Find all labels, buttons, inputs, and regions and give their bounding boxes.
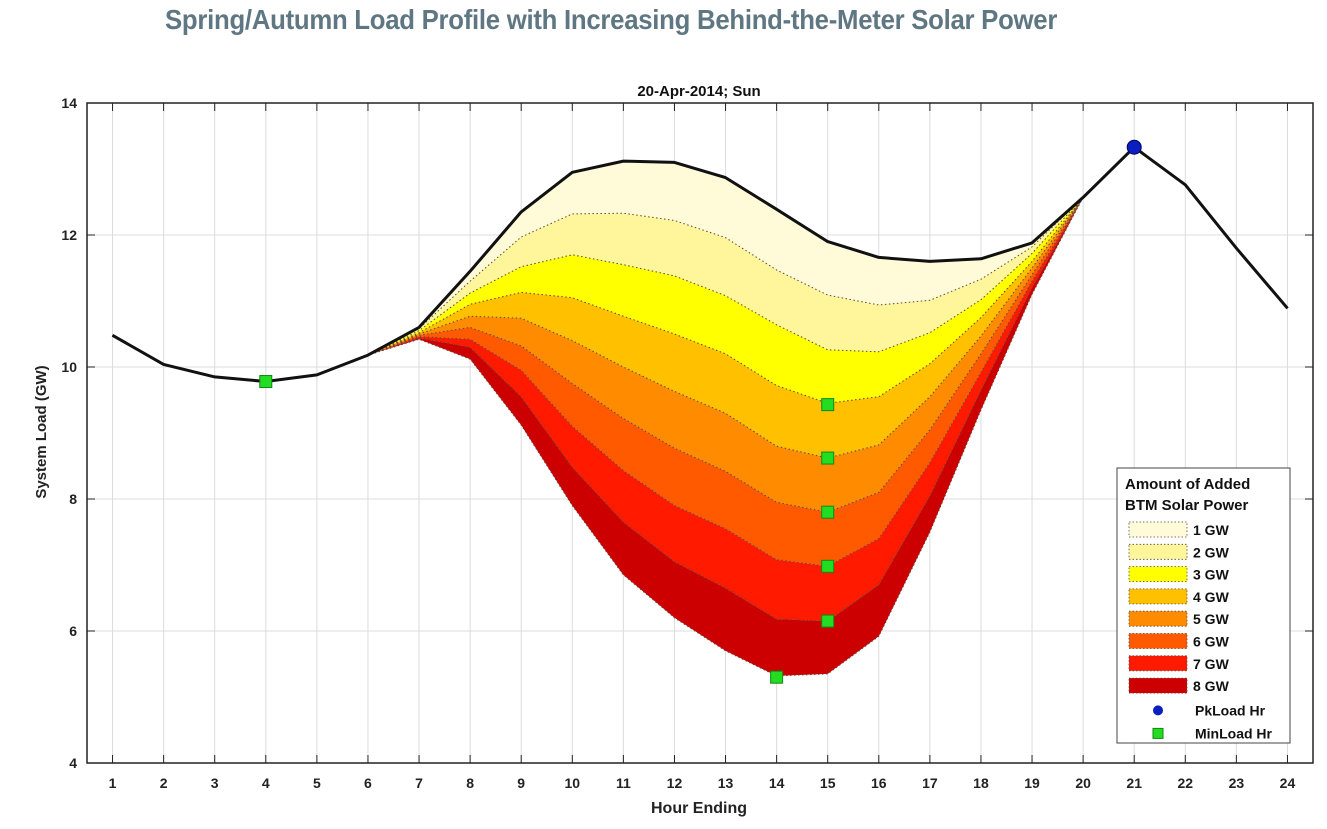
min-load-marker (821, 614, 835, 628)
solar-band-1gw (112, 147, 1288, 382)
chart-title: 20-Apr-2014; Sun (637, 83, 760, 100)
y-tick-label: 10 (61, 359, 77, 375)
legend-label: PkLoad Hr (1195, 702, 1266, 718)
solar-band-2gw (112, 147, 1288, 382)
x-tick-label: 17 (922, 775, 938, 791)
x-tick-label: 14 (769, 775, 785, 791)
y-tick-label: 4 (69, 755, 77, 771)
legend-label: 4 GW (1193, 589, 1230, 605)
x-tick-label: 6 (364, 775, 372, 791)
x-tick-label: 20 (1075, 775, 1091, 791)
solar-band-4gw (112, 147, 1288, 459)
x-tick-label: 7 (415, 775, 423, 791)
legend-title: BTM Solar Power (1125, 497, 1249, 514)
min-load-marker (821, 559, 835, 573)
legend-label: 8 GW (1193, 678, 1230, 694)
x-tick-label: 3 (211, 775, 219, 791)
legend-label: MinLoad Hr (1195, 725, 1273, 741)
legend-swatch (1128, 677, 1188, 694)
x-tick-label: 12 (667, 775, 683, 791)
y-axis-label: System Load (GW) (33, 365, 50, 498)
legend-min-marker (1152, 727, 1164, 739)
x-tick-label: 19 (1024, 775, 1040, 791)
legend-label: 7 GW (1193, 656, 1230, 672)
x-tick-label: 18 (973, 775, 989, 791)
legend-label: 2 GW (1193, 544, 1230, 560)
x-tick-label: 21 (1126, 775, 1142, 791)
solar-band-6gw (112, 147, 1288, 567)
legend-label: 5 GW (1193, 611, 1230, 627)
legend: Amount of Added BTM Solar Power 1 GW 2 GW 3 … (1116, 467, 1291, 744)
x-tick-label: 24 (1280, 775, 1296, 791)
x-tick-label: 4 (262, 775, 270, 791)
base-load-line (111, 145, 1289, 383)
min-load-marker (770, 670, 784, 684)
x-tick-label: 16 (871, 775, 887, 791)
y-tick-label: 8 (69, 491, 77, 507)
legend-swatch (1128, 588, 1188, 605)
y-tick-label: 12 (61, 227, 77, 243)
min-load-marker (821, 398, 835, 412)
min-load-marker (821, 505, 835, 519)
x-tick-label: 9 (517, 775, 525, 791)
legend-swatch (1128, 566, 1188, 582)
x-tick-label: 10 (565, 775, 581, 791)
peak-load-marker (1126, 139, 1142, 155)
x-tick-label: 2 (160, 775, 168, 791)
y-tick-label: 6 (69, 623, 77, 639)
legend-swatch (1128, 543, 1188, 560)
legend-swatch (1128, 610, 1188, 627)
legend-swatch (1128, 633, 1188, 649)
x-tick-label: 8 (466, 775, 474, 791)
x-tick-label: 13 (718, 775, 734, 791)
series-boundary-7gw (112, 146, 1288, 622)
legend-swatch (1128, 521, 1188, 538)
x-tick-label: 15 (820, 775, 836, 791)
x-tick-label: 11 (616, 775, 631, 791)
legend-label: 6 GW (1193, 634, 1230, 650)
min-load-marker (821, 451, 835, 465)
legend-box (1116, 467, 1291, 744)
solar-band-5gw (112, 147, 1288, 513)
x-tick-label: 1 (109, 775, 117, 791)
legend-title: Amount of Added (1125, 476, 1250, 493)
y-tick-label: 14 (61, 95, 77, 111)
x-tick-label: 22 (1178, 775, 1194, 791)
x-tick-label: 5 (313, 775, 321, 791)
legend-label: 1 GW (1193, 522, 1230, 538)
min-load-marker (259, 375, 273, 389)
x-tick-label: 23 (1229, 775, 1245, 791)
legend-peak-marker (1153, 705, 1163, 716)
legend-label: 3 GW (1193, 567, 1230, 583)
legend-swatch (1128, 655, 1188, 672)
solar-band-7gw (112, 147, 1288, 622)
page-title: Spring/Autumn Load Profile with Increasi… (165, 4, 1058, 35)
x-axis-label: Hour Ending (651, 800, 747, 817)
plot-frame (86, 102, 1314, 764)
